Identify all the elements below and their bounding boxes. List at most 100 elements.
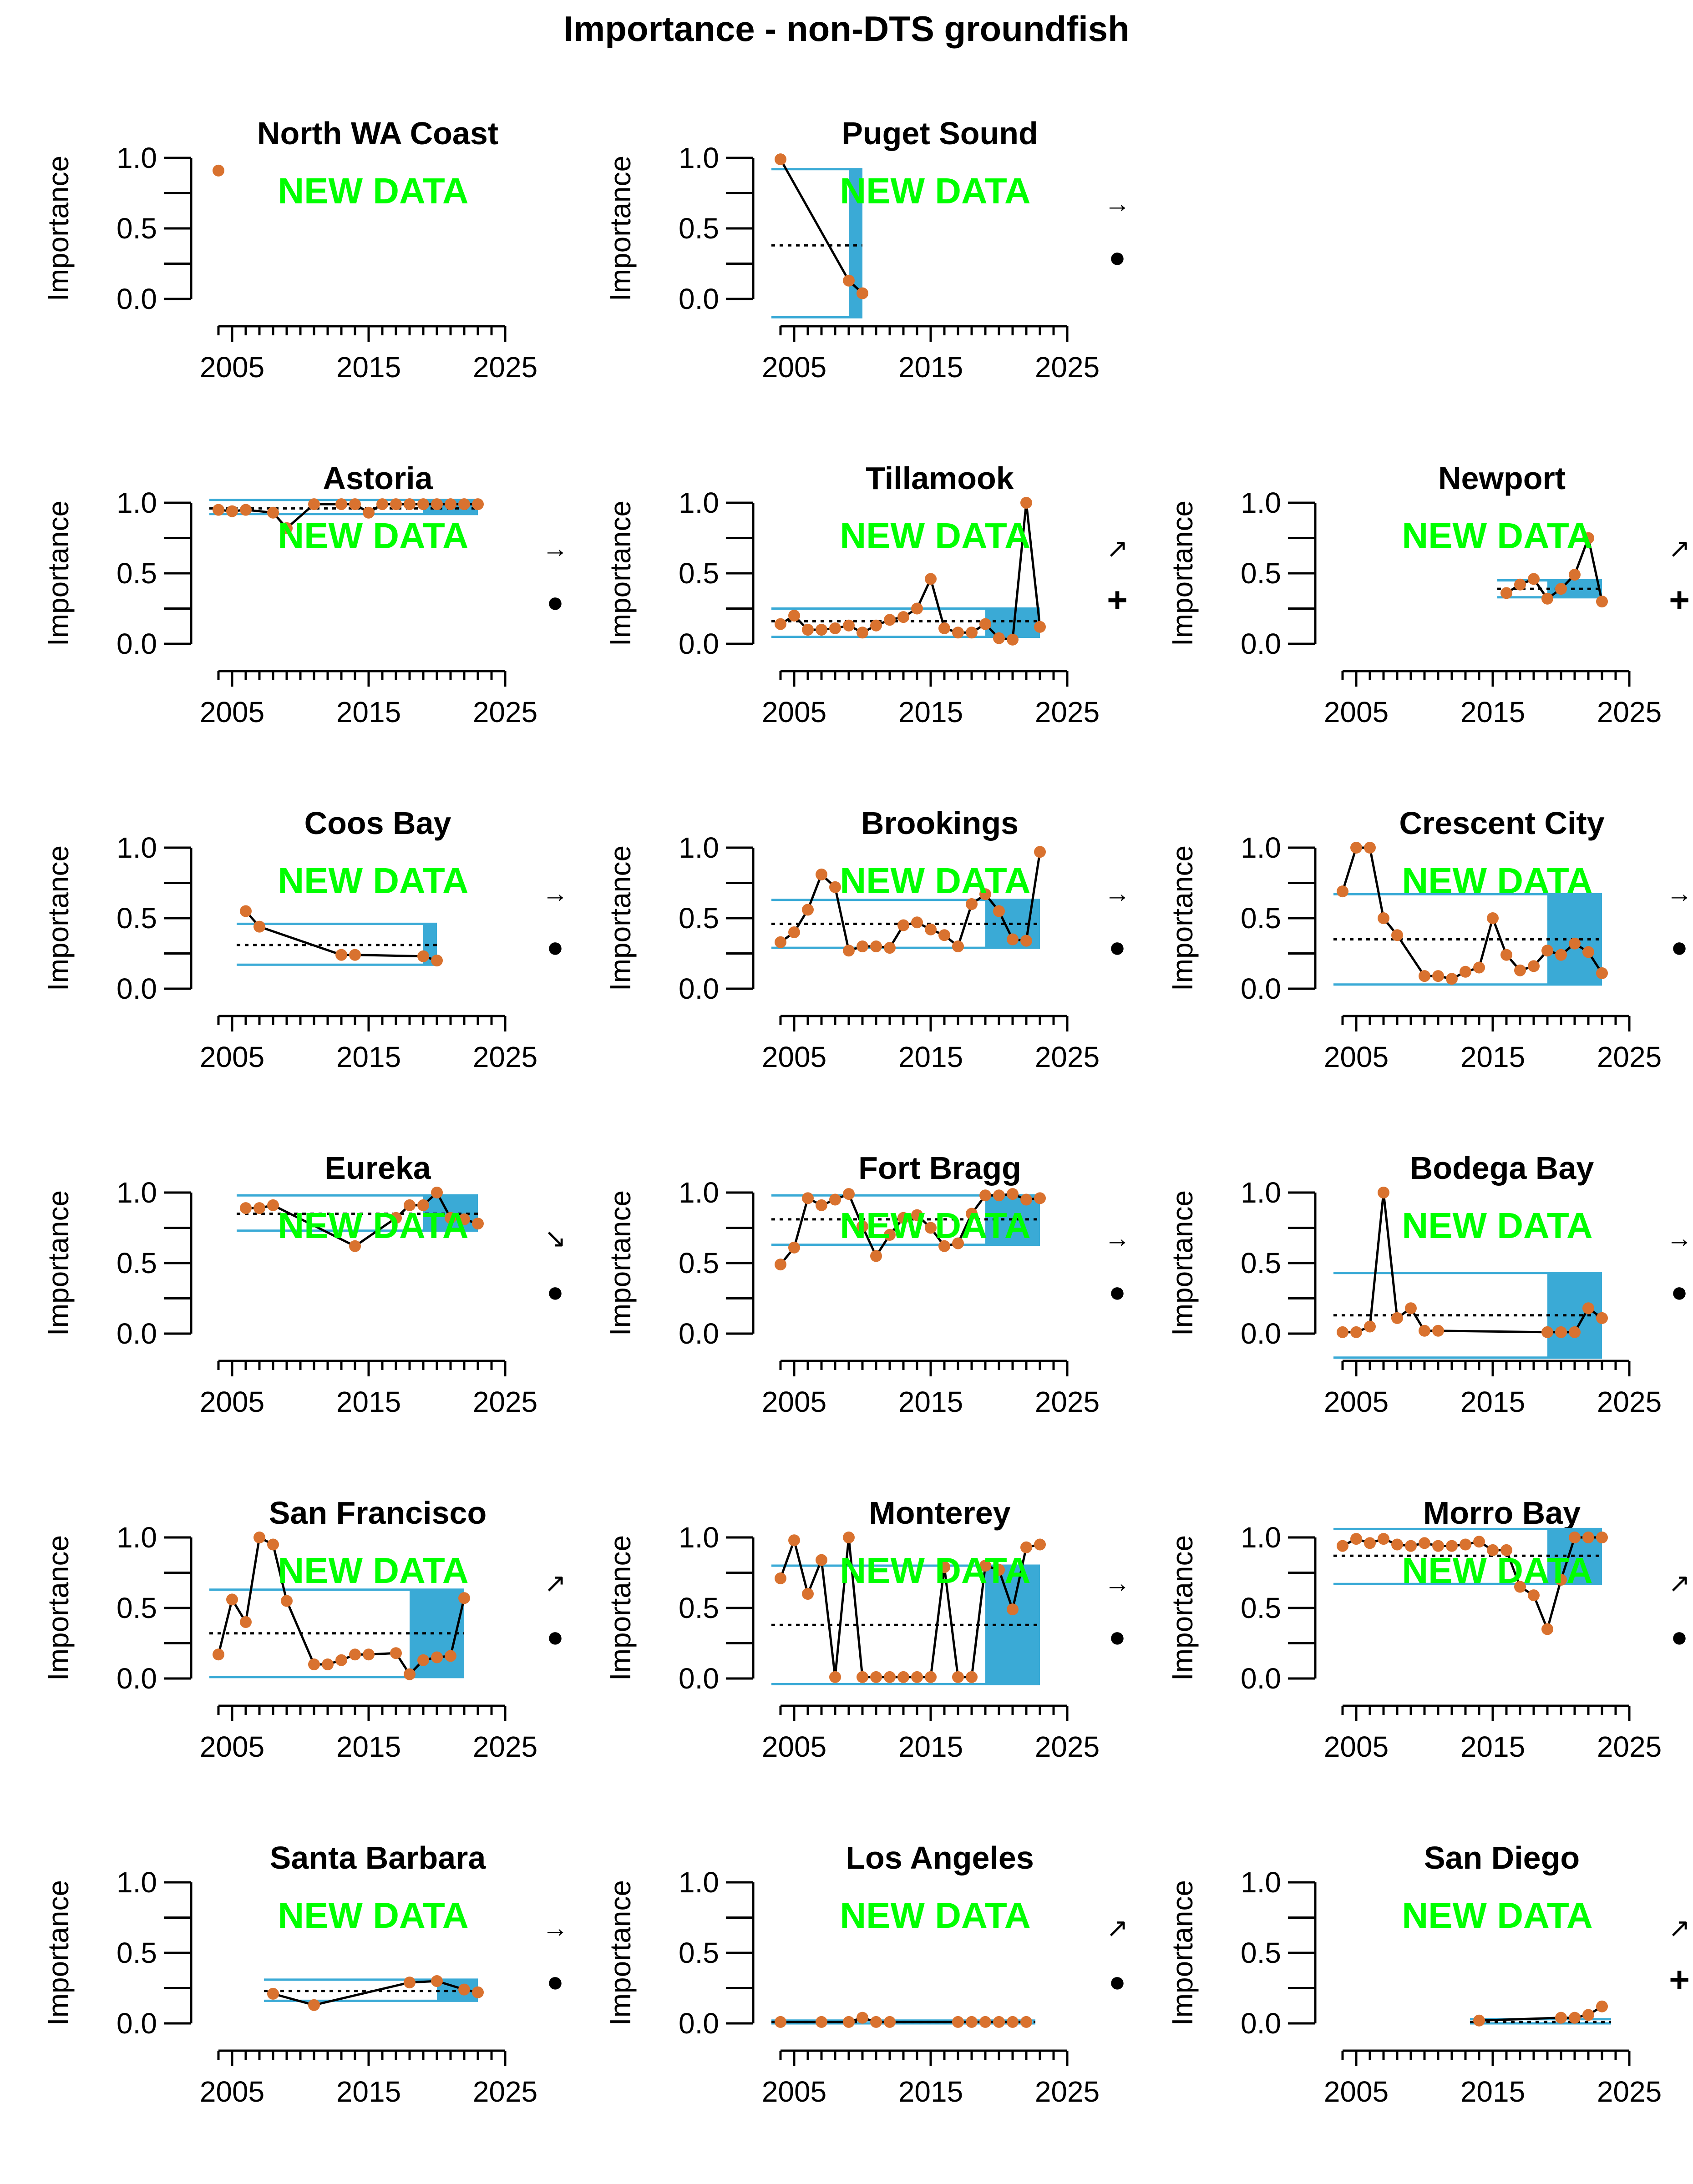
data-point	[213, 164, 224, 177]
panel-title: Tillamook	[866, 460, 1014, 496]
data-point	[1020, 935, 1032, 947]
data-point	[979, 618, 991, 630]
new-data-label: NEW DATA	[278, 171, 468, 211]
panel-eureka: Eureka Importance 0.0 0.5 1.0 2005 2015 2025 NEW…	[42, 1150, 566, 1418]
data-point	[1446, 1540, 1458, 1552]
data-point	[966, 1671, 978, 1683]
data-point	[1582, 1532, 1594, 1543]
x-tick-label: 2015	[898, 1730, 963, 1763]
mean-status-icon: ●	[1109, 1965, 1126, 1998]
data-point	[1020, 2016, 1032, 2028]
data-point	[1007, 633, 1019, 646]
mean-status-icon: ●	[1109, 1620, 1126, 1653]
panel-crescent-city: Crescent City Importance 0.0 0.5 1.0 2005 2015…	[1166, 805, 1693, 1073]
mean-status-icon: ●	[547, 586, 564, 618]
x-tick-label: 2015	[336, 2075, 401, 2108]
data-point	[857, 1220, 868, 1233]
data-point	[979, 1560, 991, 1572]
data-point	[802, 624, 814, 636]
data-point	[390, 1212, 402, 1224]
data-point	[1020, 1541, 1032, 1553]
data-point	[829, 1671, 841, 1683]
y-tick-label: 1.0	[117, 1176, 157, 1209]
data-point	[1596, 1532, 1608, 1543]
data-point	[445, 1650, 456, 1662]
data-point	[775, 153, 786, 166]
data-point	[1541, 1326, 1553, 1338]
trend-arrow-icon: →	[542, 1913, 568, 1943]
data-point	[897, 919, 909, 931]
y-tick-label: 0.0	[117, 972, 157, 1005]
panel-newport: Newport Importance 0.0 0.5 1.0 2005 2015 2025 NE…	[1166, 460, 1690, 728]
data-point	[843, 619, 855, 632]
y-axis-label: Importance	[1166, 500, 1199, 646]
x-tick-label: 2005	[1324, 696, 1389, 728]
x-tick-label: 2005	[1324, 2075, 1389, 2108]
new-data-label: NEW DATA	[278, 516, 468, 556]
x-tick-label: 2025	[473, 1041, 537, 1073]
trend-arrow-icon: →	[1104, 1223, 1130, 1253]
x-tick-label: 2025	[1597, 1730, 1662, 1763]
data-point	[938, 622, 950, 634]
data-point	[1596, 2000, 1608, 2012]
y-tick-label: 0.0	[679, 1317, 719, 1350]
new-data-label: NEW DATA	[840, 516, 1030, 556]
y-tick-label: 1.0	[679, 142, 719, 174]
mean-status-icon: +	[1669, 1959, 1690, 1999]
data-point	[952, 1671, 964, 1683]
y-tick-label: 0.5	[117, 212, 157, 245]
x-tick-label: 2005	[200, 1385, 264, 1418]
x-tick-label: 2005	[762, 351, 826, 384]
data-point	[843, 1188, 855, 1200]
x-tick-label: 2005	[762, 1730, 826, 1763]
x-tick-label: 2025	[1597, 1041, 1662, 1073]
data-point	[253, 920, 265, 933]
data-point	[1582, 2009, 1594, 2021]
x-tick-label: 2025	[1597, 2075, 1662, 2108]
x-tick-label: 2025	[1035, 1730, 1100, 1763]
data-point	[1500, 1544, 1512, 1556]
data-point	[472, 1986, 484, 1998]
panel-north-wa-coast: North WA Coast Importance 0.0 0.5 1.0 2005 201…	[42, 116, 537, 384]
y-tick-label: 0.0	[679, 2007, 719, 2040]
panel-morro-bay: Morro Bay Importance 0.0 0.5 1.0 2005 2015 2025…	[1166, 1495, 1690, 1763]
data-point	[1364, 842, 1376, 854]
data-point	[788, 1241, 800, 1254]
y-axis-label: Importance	[604, 1880, 637, 2026]
x-tick-label: 2015	[1460, 1730, 1525, 1763]
data-point	[1541, 1623, 1553, 1635]
y-tick-label: 0.0	[117, 2007, 157, 2040]
y-tick-label: 0.5	[117, 1936, 157, 1969]
data-point	[267, 506, 279, 519]
y-axis-label: Importance	[604, 1190, 637, 1336]
y-tick-label: 1.0	[117, 831, 157, 864]
panel-fort-bragg: Fort Bragg Importance 0.0 0.5 1.0 2005 2015 202…	[604, 1150, 1130, 1418]
data-point	[993, 1564, 1005, 1576]
y-axis-label: Importance	[42, 156, 75, 301]
trend-arrow-icon: →	[1666, 1223, 1693, 1253]
data-point	[802, 904, 814, 916]
y-tick-label: 0.0	[1241, 627, 1281, 660]
data-point	[1582, 946, 1594, 958]
data-point	[308, 1658, 320, 1670]
x-tick-label: 2005	[762, 1385, 826, 1418]
y-axis-label: Importance	[1166, 1880, 1199, 2026]
data-point	[1419, 1537, 1430, 1549]
x-tick-label: 2015	[1460, 1385, 1525, 1418]
data-point	[857, 627, 868, 639]
data-point	[966, 2016, 978, 2028]
trend-arrow-icon: →	[1666, 879, 1693, 908]
data-point	[267, 1199, 279, 1211]
y-tick-label: 0.5	[1241, 902, 1281, 935]
data-point	[1378, 912, 1389, 924]
x-tick-label: 2025	[1035, 1041, 1100, 1073]
panel-puget-sound: Puget Sound Importance 0.0 0.5 1.0 2005 2015 20…	[604, 116, 1130, 384]
trend-arrow-icon: ↘	[544, 1223, 567, 1253]
y-tick-label: 0.5	[117, 902, 157, 935]
y-axis-label: Importance	[42, 1535, 75, 1681]
y-tick-label: 1.0	[117, 1866, 157, 1899]
y-tick-label: 0.5	[117, 557, 157, 590]
data-point	[897, 611, 909, 623]
y-tick-label: 0.5	[679, 902, 719, 935]
x-tick-label: 2005	[1324, 1385, 1389, 1418]
